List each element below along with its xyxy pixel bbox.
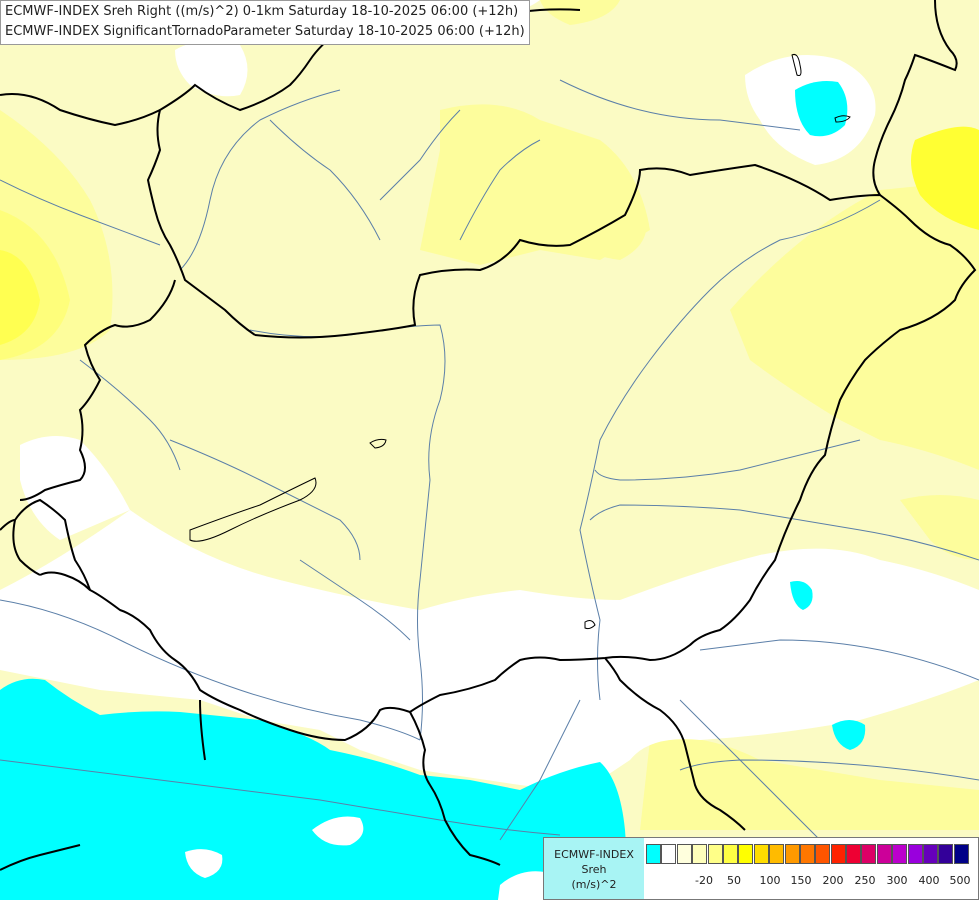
shade-moderate-e2: [900, 495, 979, 560]
legend-unit: (m/s)^2: [571, 878, 617, 891]
border-sw: [199, 699, 206, 761]
shade-neutral-pocket-2: [185, 849, 223, 878]
river-se: [679, 699, 821, 841]
river-morava: [179, 89, 341, 271]
legend-swatch-9: [784, 844, 800, 864]
legend-swatch-13: [846, 844, 862, 864]
legend-swatch-1: [661, 844, 677, 864]
legend-tick-label: 500: [949, 874, 971, 887]
legend-swatch-0: [646, 844, 661, 864]
river-east-2: [679, 759, 979, 781]
shade-moderate-ne-top: [540, 0, 620, 25]
legend-swatch-14: [861, 844, 877, 864]
legend-swatch-15: [876, 844, 892, 864]
legend-variable: Sreh: [581, 863, 607, 876]
shade-low-ne: [795, 81, 848, 137]
lake-south: [584, 620, 596, 630]
shade-neutral-nw: [175, 41, 248, 97]
lake-balaton: [189, 477, 317, 542]
river-sio: [299, 559, 411, 641]
shade-neutral-pocket-3: [498, 871, 545, 900]
legend-swatch-12: [830, 844, 846, 864]
river-north-2: [269, 119, 381, 241]
border-slovenia-croatia: [19, 279, 176, 501]
legend-source: ECMWF-INDEX: [554, 848, 634, 861]
legend-swatch-20: [953, 844, 969, 864]
legend-swatch-17: [907, 844, 923, 864]
river-drava: [0, 599, 421, 741]
legend-ticks: -2050100150200250300400500700: [644, 874, 978, 890]
legend-swatch-8: [769, 844, 785, 864]
color-legend: ECMWF-INDEX Sreh (m/s)^2 -20 50 100 150 200 2…: [543, 837, 979, 900]
shade-moderate-east: [730, 180, 979, 470]
river-south-1: [499, 699, 581, 841]
border-hungary-north: [39, 163, 977, 742]
river-sava: [0, 759, 561, 836]
river-raba: [169, 439, 361, 561]
legend-tick-label: 200: [822, 874, 844, 887]
legend-swatch-5: [722, 844, 738, 864]
shade-high-west-ring: [0, 210, 70, 360]
river-hron: [459, 139, 541, 241]
legend-tick-label: -20: [695, 874, 713, 887]
map-title-line-1: ECMWF-INDEX Sreh Right ((m/s)^2) 0-1km S…: [5, 4, 519, 19]
legend-tick-label: 150: [790, 874, 812, 887]
shade-low-southwest: [0, 678, 630, 900]
border-w2: [0, 93, 161, 127]
legend-tick-label: 250: [854, 874, 876, 887]
legend-tick-label: 400: [918, 874, 940, 887]
shade-high-east: [911, 126, 979, 230]
river-w: [79, 359, 181, 471]
river-vah: [379, 109, 461, 201]
legend-swatch-6: [738, 844, 754, 864]
legend-swatch-11: [815, 844, 831, 864]
map-title-line-2: ECMWF-INDEX SignificantTornadoParameter …: [5, 24, 525, 39]
river-north-1: [559, 79, 801, 131]
map-title-box: ECMWF-INDEX Sreh Right ((m/s)^2) 0-1km S…: [0, 0, 530, 45]
legend-swatch-7: [753, 844, 769, 864]
legend-label-box: ECMWF-INDEX Sreh (m/s)^2: [544, 838, 644, 899]
border-w3: [0, 519, 16, 531]
legend-swatch-3: [692, 844, 708, 864]
lake-velence: [369, 438, 387, 449]
legend-swatch-16: [892, 844, 908, 864]
border-austria-hungary: [146, 9, 361, 336]
legend-swatch-4: [707, 844, 723, 864]
legend-swatch-19: [938, 844, 954, 864]
river-maros: [589, 504, 979, 561]
legend-swatch-10: [799, 844, 815, 864]
shade-neutral-south: [0, 510, 979, 790]
river-tisza: [579, 199, 881, 701]
border-south-2: [604, 657, 746, 831]
border-w1: [12, 498, 91, 591]
river-koros: [594, 439, 861, 481]
shade-low-east-small: [790, 581, 813, 610]
legend-swatch-18: [923, 844, 939, 864]
shade-neutral-west: [20, 436, 130, 540]
river-nw: [0, 179, 161, 246]
border-south-1: [409, 711, 501, 866]
border-ne: [872, 0, 958, 196]
legend-tick-label: 100: [759, 874, 781, 887]
lake-ne-1: [791, 54, 802, 76]
shade-neutral-pocket-1: [312, 816, 364, 846]
lake-ne-2: [834, 115, 851, 123]
shade-moderate-center: [560, 182, 647, 260]
legend-tick-label: 300: [886, 874, 908, 887]
shade-low-east-small-2: [832, 720, 866, 750]
border-b-1: [0, 844, 81, 871]
legend-tick-label: 50: [727, 874, 741, 887]
legend-swatch-2: [676, 844, 692, 864]
river-east-1: [699, 639, 979, 681]
legend-swatches: [646, 844, 969, 866]
